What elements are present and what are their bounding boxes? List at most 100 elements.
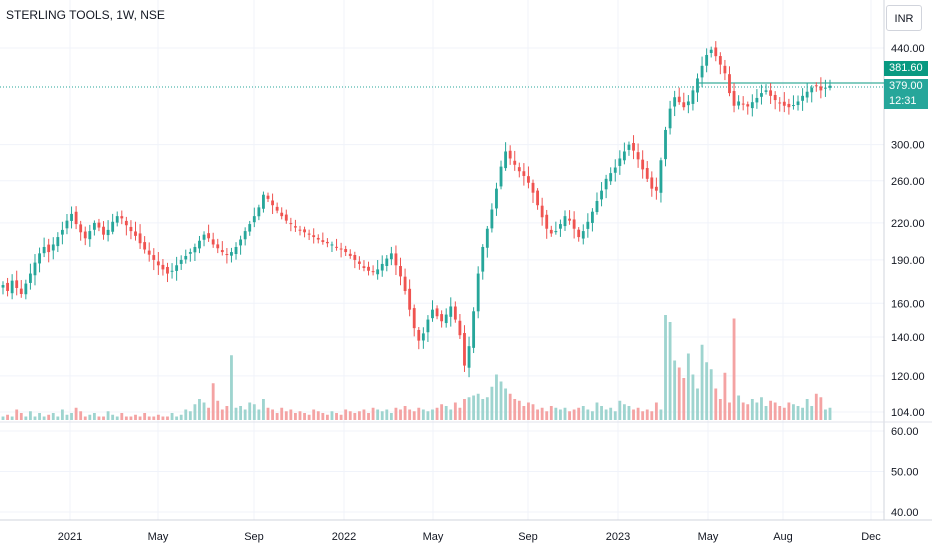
candle-body xyxy=(453,306,457,320)
candle-body xyxy=(810,87,814,93)
volume-bar xyxy=(504,388,508,420)
volume-bar xyxy=(728,402,731,420)
volume-bar xyxy=(175,416,179,420)
volume-bar xyxy=(298,411,302,420)
candle-body xyxy=(303,229,306,233)
volume-bar xyxy=(540,407,544,420)
candle-body xyxy=(682,102,686,108)
candle-body xyxy=(760,93,763,97)
volume-bar xyxy=(15,409,19,420)
candle-body xyxy=(239,239,243,246)
volume-bar xyxy=(92,413,96,420)
volume-bar xyxy=(590,411,594,420)
candle-body xyxy=(668,108,672,129)
candle-body xyxy=(408,288,412,310)
volume-bar xyxy=(344,409,348,420)
volume-bar xyxy=(737,395,741,420)
volume-bar xyxy=(70,413,73,420)
volume-bar xyxy=(216,400,220,420)
candle-body xyxy=(175,265,179,271)
volume-bar xyxy=(188,411,192,420)
volume-bar xyxy=(124,416,128,420)
candle-body xyxy=(632,143,635,151)
price-tick-label: 120.00 xyxy=(891,371,925,383)
volume-bar xyxy=(248,402,252,420)
candle-body xyxy=(664,129,667,160)
volume-bar xyxy=(723,372,727,420)
candle-body xyxy=(581,231,585,239)
volume-bar xyxy=(549,406,553,420)
candle-body xyxy=(134,231,137,236)
candle-body xyxy=(782,101,786,106)
candle-body xyxy=(417,329,421,341)
volume-bar xyxy=(824,409,827,420)
candle-body xyxy=(216,244,220,249)
candle-body xyxy=(198,240,201,249)
candle-body xyxy=(51,244,55,251)
candle-body xyxy=(1,285,5,288)
candle-body xyxy=(650,177,654,189)
candle-body xyxy=(778,102,782,104)
volume-bar xyxy=(115,416,119,420)
volume-bar xyxy=(152,416,156,420)
volume-bar xyxy=(284,411,288,420)
volume-bar xyxy=(211,383,215,420)
candle-body xyxy=(527,176,530,183)
candle-body xyxy=(19,288,23,294)
time-tick-label: Sep xyxy=(518,531,538,543)
candle-body xyxy=(440,314,444,322)
volume-bar xyxy=(517,400,521,420)
candle-body xyxy=(211,239,215,245)
volume-bar xyxy=(819,397,823,420)
candle-body xyxy=(220,250,224,253)
candle-body xyxy=(787,103,791,108)
candle-body xyxy=(572,219,576,229)
volume-bar xyxy=(394,407,398,420)
volume-bar xyxy=(654,402,658,420)
candle-body xyxy=(266,195,270,199)
candle-body xyxy=(321,240,325,242)
candle-body xyxy=(6,282,9,291)
candle-body xyxy=(312,235,316,238)
volume-bar xyxy=(321,413,325,420)
volume-bar xyxy=(102,416,105,420)
candle-body xyxy=(385,258,389,266)
currency-button[interactable]: INR xyxy=(886,5,922,31)
volume-bar xyxy=(568,411,571,420)
candle-body xyxy=(490,209,494,229)
candle-body xyxy=(166,266,169,274)
candle-body xyxy=(636,152,640,160)
candle-body xyxy=(10,280,14,294)
volume-bar xyxy=(490,386,494,420)
volume-bar xyxy=(335,413,338,420)
volume-bar xyxy=(412,411,416,420)
volume-bar xyxy=(782,407,786,420)
volume-bar xyxy=(312,409,316,420)
candle-body xyxy=(138,233,142,244)
volume-bar xyxy=(787,402,791,420)
chart-grid xyxy=(0,0,884,520)
candle-body xyxy=(88,231,92,240)
volume-bar xyxy=(764,406,768,420)
volume-bar xyxy=(760,397,763,420)
candle-body xyxy=(792,105,795,107)
candle-body xyxy=(559,224,562,229)
candle-body xyxy=(522,171,526,176)
candle-body xyxy=(348,253,352,256)
price-tick-label: 300.00 xyxy=(891,140,925,152)
time-tick-label: 2023 xyxy=(606,531,630,543)
candle-body xyxy=(188,252,192,254)
volume-bar xyxy=(275,413,279,420)
candle-body xyxy=(111,221,115,232)
candle-body xyxy=(513,160,517,165)
volume-bar xyxy=(458,407,462,420)
volume-bar xyxy=(828,407,832,420)
candle-body xyxy=(741,103,745,105)
volume-bar xyxy=(467,397,471,420)
volume-bar xyxy=(618,400,622,420)
candle-body xyxy=(42,246,46,254)
candle-body xyxy=(426,319,430,333)
volume-bar xyxy=(440,404,444,420)
time-tick-label: May xyxy=(423,531,444,543)
